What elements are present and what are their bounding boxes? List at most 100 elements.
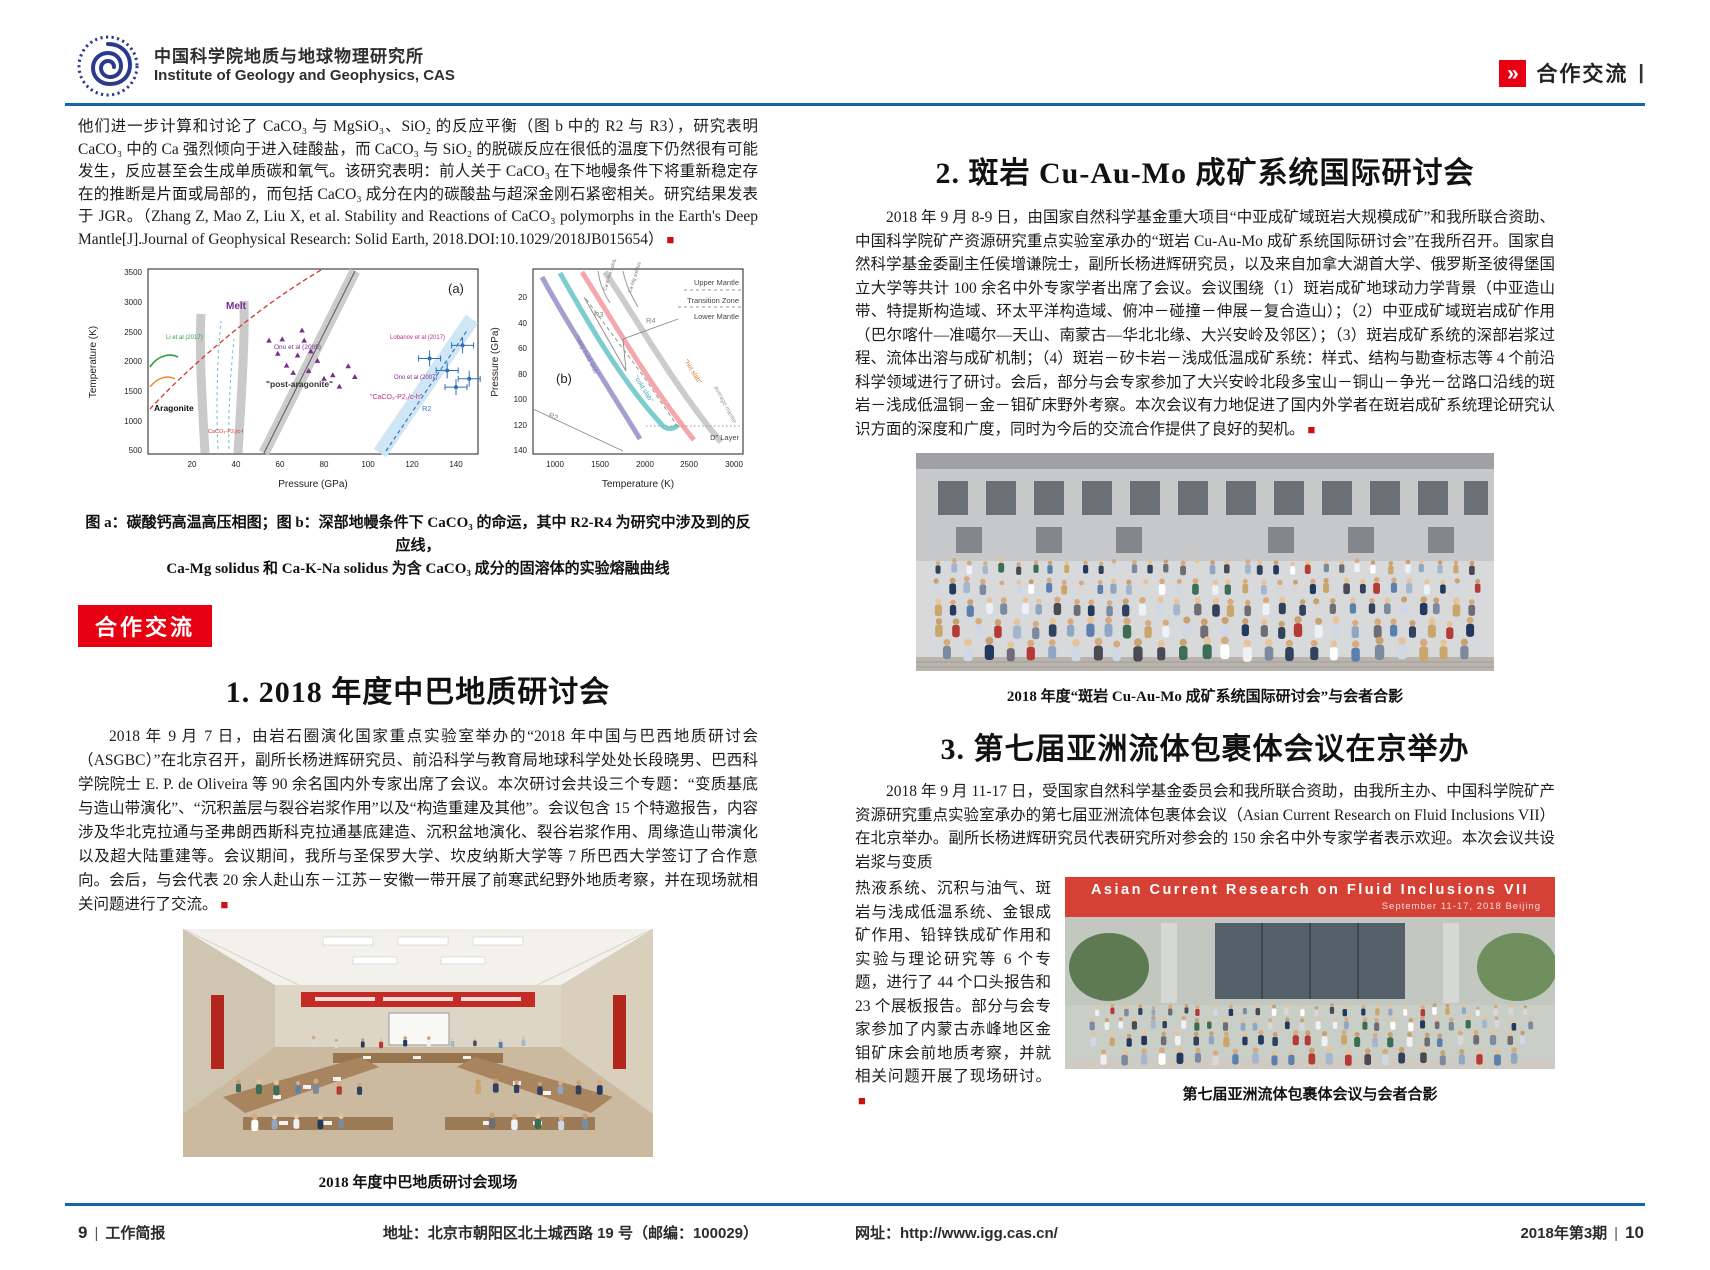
end-marker: ■ — [858, 1092, 866, 1108]
article3-title: 3. 第七届亚洲流体包裹体会议在京举办 — [940, 733, 1470, 766]
panel-b-label: (b) — [556, 371, 572, 386]
figure-caption: 图 a：碳酸钙高温高压相图；图 b：深部地幔条件下 CaCO₃ 的命运，其中 R… — [78, 512, 758, 581]
panel-a-xlabel: Pressure (GPa) — [278, 479, 347, 490]
article3-side-text: 热液系统、沉积与油气、斑岩与浅成低温系统、金银成矿作用、铅锌铁成矿作用和实验与理… — [855, 880, 1051, 1085]
article1-title: 1. 2018 年度中巴地质研讨会 — [225, 676, 611, 709]
projection-screen — [388, 1012, 450, 1046]
footer-separator: | — [1614, 1225, 1619, 1242]
panel-a-scatter — [266, 327, 481, 396]
footer-address: 地址：北京市朝阳区北土城西路 19 号（邮编：100029） — [382, 1225, 758, 1242]
svg-text:80: 80 — [320, 460, 329, 469]
left-page-column: 他们进一步计算和讨论了 CaCO₃ 与 MgSiO₃、SiO₂ 的反应平衡（图 … — [78, 116, 758, 1192]
svg-text:Transition Zone: Transition Zone — [687, 296, 739, 305]
svg-text:100: 100 — [514, 395, 528, 404]
conference-attendees — [235, 1035, 603, 1132]
panel-b-xticks: 1000 1500 2000 2500 3000 — [546, 460, 743, 469]
annotation-lobanov: Lobanov et al (2017) — [390, 335, 445, 341]
mantle-layer-labels: Upper Mantle Transition Zone Lower Mantl… — [687, 278, 739, 442]
svg-text:20: 20 — [518, 293, 527, 302]
svg-text:40: 40 — [232, 460, 241, 469]
svg-text:140: 140 — [514, 446, 528, 455]
svg-text:3000: 3000 — [725, 460, 743, 469]
figure-caption-line2: Ca-Mg solidus 和 Ca-K-Na solidus 为含 CaCO₃… — [166, 561, 670, 577]
panel-b-xlabel: Temperature (K) — [602, 479, 674, 490]
svg-text:60: 60 — [276, 460, 285, 469]
r3-label: R3 — [594, 310, 604, 319]
fluid-inclusions-attendees — [1089, 1003, 1534, 1066]
low-phase-label: CaCO₃-P2₁/c-l — [208, 429, 243, 435]
panel-b-yticks: 20 40 60 80 100 120 140 — [514, 293, 528, 455]
svg-text:3000: 3000 — [124, 298, 142, 307]
igg-logo — [76, 34, 140, 103]
phase-diagram-figure: (a) Melt Aragonite "post-aragonite" "CaC… — [78, 255, 758, 504]
header-divider: | — [1638, 61, 1644, 84]
end-marker: ■ — [220, 897, 229, 912]
article3-photo-block: Asian Current Research on Fluid Inclusio… — [1065, 877, 1557, 1112]
article3-row: 热液系统、沉积与油气、斑岩与浅成低温系统、金银成矿作用、铅锌铁成矿作用和实验与理… — [855, 877, 1557, 1112]
svg-text:500: 500 — [129, 446, 143, 455]
r2b-label: R2 — [547, 411, 559, 423]
panel-a-xticks: 20 40 60 80 100 120 140 — [188, 460, 464, 469]
article3-body-side: 热液系统、沉积与油气、斑岩与浅成低温系统、金银成矿作用、铅锌铁成矿作用和实验与理… — [855, 877, 1051, 1112]
footer-rule — [65, 1203, 1645, 1206]
svg-text:1500: 1500 — [124, 387, 142, 396]
svg-text:20: 20 — [188, 460, 197, 469]
svg-text:2500: 2500 — [124, 328, 142, 337]
article2-photo-caption: 2018 年度“斑岩 Cu-Au-Mo 成矿系统国际研讨会”与会者合影 — [1006, 689, 1404, 705]
panel-a-label: (a) — [448, 281, 464, 296]
svg-text:80: 80 — [518, 370, 527, 379]
svg-text:2000: 2000 — [636, 460, 654, 469]
group-photo-attendees — [933, 557, 1481, 662]
header-section-label: 合作交流 — [1536, 63, 1629, 86]
article1-body: 2018 年 9 月 7 日，由岩石圈演化国家重点实验室举办的“2018 年中国… — [78, 725, 758, 917]
svg-text:40: 40 — [518, 319, 527, 328]
header-rule — [65, 103, 1645, 106]
svg-text:100: 100 — [361, 460, 375, 469]
svg-text:120: 120 — [405, 460, 419, 469]
svg-text:1000: 1000 — [546, 460, 564, 469]
article1-photo-caption: 2018 年度中巴地质研讨会现场 — [318, 1175, 518, 1191]
svg-text:2000: 2000 — [124, 357, 142, 366]
article3-body-top: 2018 年 9 月 11-17 日，受国家自然科学基金委员会和我所联合资助，由… — [855, 783, 1555, 871]
footer-left: 9 | 工作简报 — [78, 1222, 165, 1243]
org-name-cn: 中国科学院地质与地球物理研究所 — [154, 47, 424, 66]
svg-text:120: 120 — [514, 421, 528, 430]
svg-text:1000: 1000 — [124, 417, 142, 426]
svg-text:Lower Mantle: Lower Mantle — [694, 312, 739, 321]
org-name-block: 中国科学院地质与地球物理研究所 Institute of Geology and… — [154, 46, 455, 86]
article2-body: 2018 年 9 月 8-9 日，由国家自然科学基金重大项目“中亚成矿域斑岩大规… — [855, 206, 1555, 441]
r4-label: R4 — [646, 316, 656, 325]
banner-title: Asian Current Research on Fluid Inclusio… — [1090, 882, 1530, 898]
right-page-number: 10 — [1625, 1223, 1644, 1242]
end-marker: ■ — [1307, 421, 1316, 437]
melt-label: Melt — [226, 301, 247, 312]
left-page-number: 9 — [78, 1223, 88, 1242]
article3-photo — [1065, 917, 1557, 1074]
footer-website[interactable]: 网址：http://www.igg.cas.cn/ — [855, 1225, 1058, 1242]
end-marker: ■ — [666, 231, 675, 247]
article1-photo — [182, 928, 654, 1162]
chevron-icon: » — [1499, 59, 1527, 87]
org-name-en: Institute of Geology and Geophysics, CAS — [154, 67, 455, 85]
footer-page-title: 工作简报 — [105, 1225, 166, 1242]
intro-paragraph: 他们进一步计算和讨论了 CaCO₃ 与 MgSiO₃、SiO₂ 的反应平衡（图 … — [78, 116, 758, 251]
annotation-li: Li et al (2017) — [166, 335, 203, 341]
right-page-column: 2. 斑岩 Cu-Au-Mo 成矿系统国际研讨会 2018 年 9 月 8-9 … — [855, 148, 1557, 1112]
article2-text: 2018 年 9 月 8-9 日，由国家自然科学基金重大项目“中亚成矿域斑岩大规… — [855, 209, 1555, 438]
article2-photo — [916, 453, 1494, 676]
svg-text:60: 60 — [518, 344, 527, 353]
article2-title: 2. 斑岩 Cu-Au-Mo 成矿系统国际研讨会 — [935, 157, 1475, 190]
svg-text:Upper Mantle: Upper Mantle — [694, 278, 739, 287]
svg-text:140: 140 — [449, 460, 463, 469]
annotation-ono2005: Ono et al (2005) — [274, 344, 321, 351]
header-section-tab: » 合作交流 | — [1499, 58, 1644, 88]
r2a-label: R2 — [422, 404, 432, 413]
svg-text:2500: 2500 — [680, 460, 698, 469]
footer-right: 2018年第3期 | 10 — [1520, 1222, 1644, 1243]
panel-a-ylabel: Temperature (K) — [88, 326, 99, 398]
footer-issue: 2018年第3期 — [1520, 1225, 1608, 1242]
svg-text:1500: 1500 — [591, 460, 609, 469]
aragonite-label: Aragonite — [154, 403, 194, 413]
panel-a-yticks: 3500 3000 2500 2000 1500 1000 500 — [124, 268, 142, 455]
